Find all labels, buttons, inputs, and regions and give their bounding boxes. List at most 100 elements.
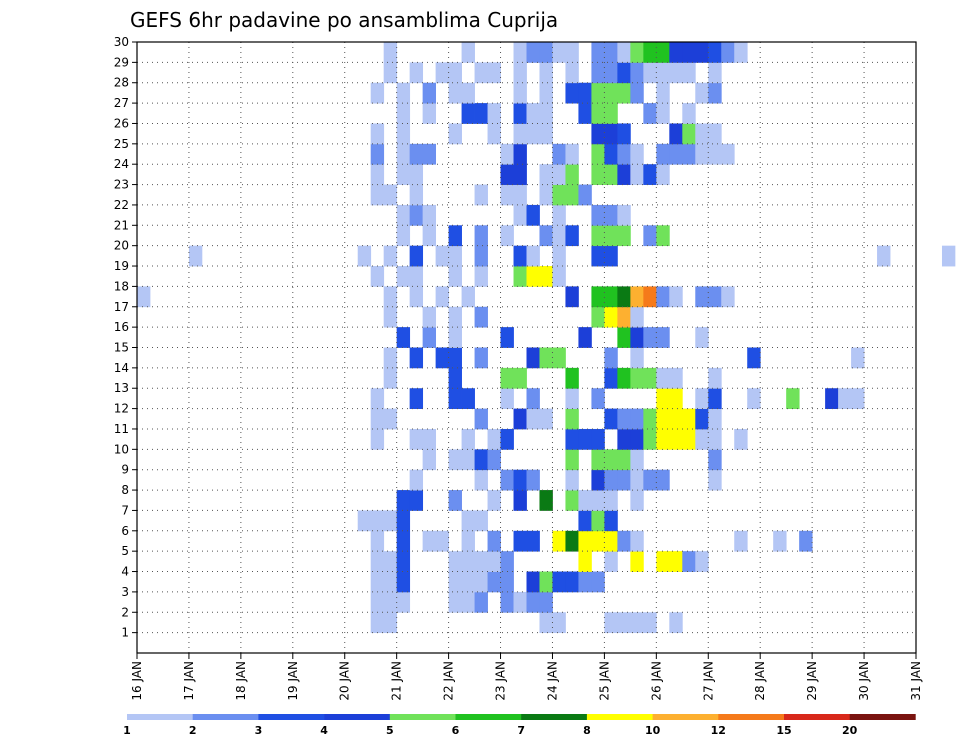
heatmap-cell bbox=[656, 164, 670, 185]
heatmap-cell bbox=[656, 551, 670, 572]
y-tick-label: 1 bbox=[121, 626, 129, 640]
heatmap-cell bbox=[630, 612, 644, 634]
heatmap-cell bbox=[500, 367, 514, 389]
legend-swatch bbox=[521, 714, 588, 720]
heatmap-cell bbox=[747, 347, 761, 369]
heatmap-cell bbox=[604, 510, 618, 532]
heatmap-cell bbox=[409, 204, 424, 226]
heatmap-cell bbox=[513, 164, 527, 185]
heatmap-cell bbox=[448, 571, 462, 593]
heatmap-cell bbox=[396, 510, 411, 532]
heatmap-cell bbox=[461, 591, 475, 613]
heatmap-cell bbox=[565, 490, 579, 511]
heatmap-cell bbox=[513, 184, 527, 206]
heatmap-cell bbox=[383, 510, 398, 532]
heatmap-cell bbox=[838, 388, 852, 409]
x-tick-label: 24 JAN bbox=[545, 661, 559, 701]
chart-title: GEFS 6hr padavine po ansamblima Cuprija bbox=[130, 8, 558, 32]
heatmap-cell bbox=[474, 408, 488, 430]
y-tick-label: 16 bbox=[114, 320, 129, 334]
y-tick-label: 4 bbox=[121, 565, 129, 579]
heatmap-cell bbox=[474, 62, 488, 84]
heatmap-cell bbox=[448, 449, 462, 471]
heatmap-cell bbox=[669, 42, 683, 63]
heatmap-cell bbox=[526, 103, 540, 124]
heatmap-cell bbox=[448, 62, 462, 84]
y-tick-label: 18 bbox=[114, 279, 129, 293]
heatmap-cell bbox=[643, 62, 657, 84]
heatmap-cell bbox=[578, 551, 592, 572]
heatmap-cell bbox=[604, 306, 618, 328]
heatmap-cell bbox=[448, 245, 462, 267]
heatmap-cell bbox=[396, 327, 411, 348]
heatmap-cell bbox=[656, 62, 670, 84]
heatmap-cell bbox=[604, 286, 618, 308]
heatmap-cell bbox=[552, 266, 566, 287]
heatmap-cell bbox=[565, 286, 579, 308]
heatmap-cell bbox=[461, 103, 475, 124]
heatmap-cell bbox=[695, 428, 709, 450]
y-tick-label: 25 bbox=[114, 137, 129, 151]
heatmap-cell bbox=[448, 123, 462, 145]
x-tick-label: 25 JAN bbox=[597, 661, 611, 701]
heatmap-cell bbox=[422, 143, 437, 165]
legend-label: 12 bbox=[711, 724, 726, 737]
y-tick-label: 10 bbox=[114, 442, 129, 456]
y-tick-label: 8 bbox=[121, 483, 129, 497]
heatmap-cell bbox=[604, 123, 618, 145]
heatmap-cell bbox=[617, 204, 631, 226]
heatmap-cell bbox=[383, 286, 398, 308]
heatmap-cell bbox=[409, 347, 424, 369]
legend-label: 4 bbox=[320, 724, 328, 737]
heatmap-cell bbox=[396, 225, 411, 247]
heatmap-cell bbox=[591, 469, 605, 491]
heatmap-cell bbox=[604, 347, 618, 369]
heatmap-cell bbox=[474, 571, 488, 593]
heatmap-cell bbox=[643, 103, 657, 124]
heatmap-cell bbox=[552, 571, 566, 593]
heatmap-cell bbox=[591, 82, 605, 104]
heatmap-cell bbox=[669, 286, 683, 308]
heatmap-cell bbox=[526, 408, 540, 430]
heatmap-cell bbox=[617, 225, 631, 247]
y-tick-label: 20 bbox=[114, 239, 129, 253]
heatmap-cell bbox=[500, 143, 514, 165]
legend-label: 7 bbox=[517, 724, 525, 737]
heatmap-cell bbox=[643, 612, 657, 634]
heatmap-cell bbox=[370, 408, 385, 430]
heatmap-cell bbox=[370, 591, 385, 613]
heatmap-cell bbox=[591, 490, 605, 511]
heatmap-cell bbox=[695, 327, 709, 348]
heatmap-cell bbox=[539, 591, 553, 613]
heatmap-cell bbox=[617, 143, 631, 165]
heatmap-cell bbox=[539, 612, 553, 634]
heatmap-cell bbox=[188, 245, 203, 267]
heatmap-cell bbox=[669, 551, 683, 572]
heatmap-cell bbox=[552, 530, 566, 552]
y-axis: 1234567891011121314151617181920212223242… bbox=[114, 35, 137, 640]
heatmap-cells bbox=[137, 42, 956, 634]
heatmap-cell bbox=[630, 428, 644, 450]
heatmap-cell bbox=[500, 388, 514, 409]
heatmap-cell bbox=[409, 388, 424, 409]
heatmap-cell bbox=[500, 225, 514, 247]
heatmap-cell bbox=[565, 62, 579, 84]
heatmap-cell bbox=[656, 469, 670, 491]
heatmap-cell bbox=[513, 62, 527, 84]
heatmap-cell bbox=[656, 82, 670, 104]
heatmap-cell bbox=[539, 62, 553, 84]
heatmap-cell bbox=[409, 469, 424, 491]
heatmap-cell bbox=[396, 164, 411, 185]
heatmap-cell bbox=[409, 62, 424, 84]
legend-swatch bbox=[389, 714, 456, 720]
heatmap-cell bbox=[604, 103, 618, 124]
heatmap-cell bbox=[617, 612, 631, 634]
heatmap-cell bbox=[617, 123, 631, 145]
heatmap-cell bbox=[591, 571, 605, 593]
heatmap-cell bbox=[526, 245, 540, 267]
heatmap-cell bbox=[409, 184, 424, 206]
heatmap-cell bbox=[474, 225, 488, 247]
heatmap-cell bbox=[461, 388, 475, 409]
heatmap-cell bbox=[656, 42, 670, 63]
heatmap-cell bbox=[396, 82, 411, 104]
